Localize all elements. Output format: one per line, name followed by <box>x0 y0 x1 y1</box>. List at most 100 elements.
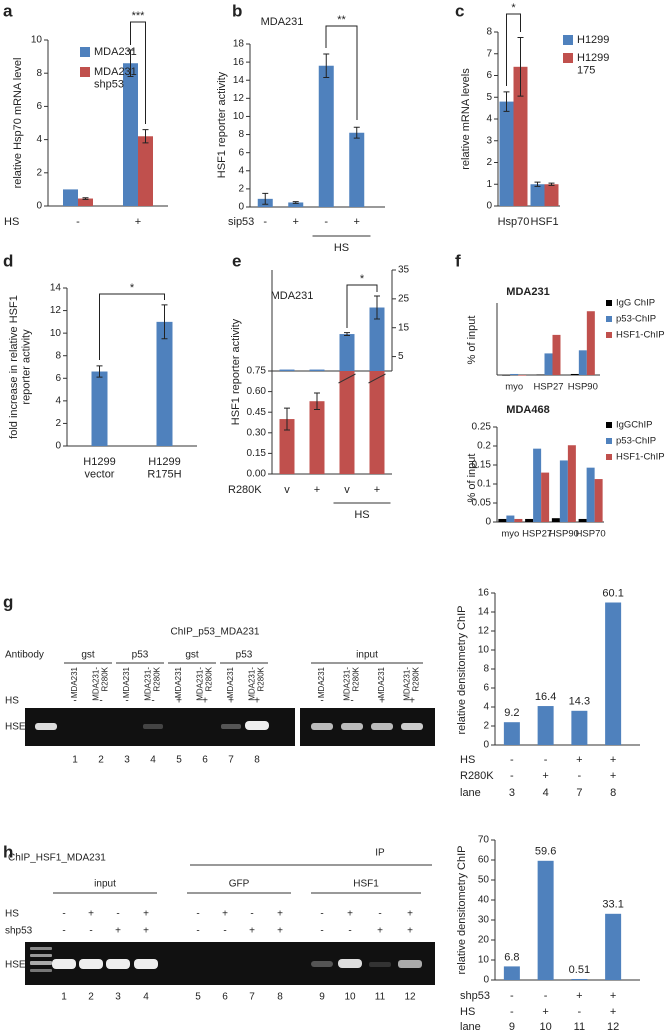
bar <box>156 321 173 446</box>
error-bar <box>314 392 320 410</box>
bar <box>594 479 603 522</box>
x-tick-label: H1299 vector <box>83 456 115 481</box>
x-tick-label: v <box>284 484 290 496</box>
row-value: - <box>196 926 199 937</box>
bar <box>498 518 507 522</box>
row-value: - <box>378 909 381 920</box>
legend-label: p53-ChIP <box>616 436 656 447</box>
lane-number: 3 <box>124 755 130 766</box>
y-axis-label: fold increase in relative HSF1reporter a… <box>8 295 33 439</box>
lane-label: MDA231 <box>317 666 326 698</box>
bar <box>349 132 365 207</box>
bar <box>502 375 511 376</box>
error-bar <box>503 91 510 112</box>
break-mark <box>368 373 386 384</box>
row-value: - <box>320 909 323 920</box>
chart-title: MDA231 <box>261 16 304 28</box>
text-line: MDA231- <box>144 667 153 701</box>
y-tick-label: 2 <box>36 167 42 178</box>
significance-bracket <box>346 284 378 328</box>
row-value: - <box>578 1006 582 1018</box>
row-value: - <box>544 754 548 766</box>
bar <box>530 184 545 206</box>
row-value: - <box>62 926 65 937</box>
bar <box>536 374 545 376</box>
lane-number: 8 <box>277 992 283 1003</box>
x-tick-label: 7 <box>576 787 582 799</box>
y-tick-label: 6 <box>486 70 492 81</box>
bar <box>78 198 93 206</box>
y-tick-label: 3 <box>486 135 492 146</box>
gel-band <box>401 723 423 730</box>
row-value: + <box>222 909 228 920</box>
panel-letter: f <box>455 251 461 270</box>
lane-number: 5 <box>195 992 201 1003</box>
gel-band <box>369 962 391 967</box>
error-bar <box>82 197 89 200</box>
bar <box>541 472 550 522</box>
lane-number: 5 <box>176 755 182 766</box>
value-label: 0.51 <box>569 964 590 976</box>
y-tick-label: 70 <box>478 835 490 846</box>
y-tick-label: 20 <box>478 935 490 946</box>
bar <box>138 136 153 206</box>
row-value: - <box>73 696 76 707</box>
gel-band <box>79 959 103 969</box>
significance-bracket <box>506 13 521 86</box>
bar <box>570 373 579 375</box>
text-line: R175H <box>147 469 181 481</box>
row-value: - <box>320 926 323 937</box>
lane-number: 10 <box>344 992 356 1003</box>
y-tick-label: 4 <box>486 114 492 125</box>
y-tick-label: 14 <box>233 75 245 86</box>
significance-label: * <box>511 2 516 14</box>
lane-number: 2 <box>98 755 104 766</box>
lane-label: MDA231-R280K <box>343 666 361 700</box>
y-tick-label: 4 <box>483 702 489 713</box>
y-tick-label: 8 <box>486 27 492 38</box>
row-value: + <box>407 926 413 937</box>
y-tick-label: 4 <box>238 165 244 176</box>
row-label: R280K <box>460 770 494 782</box>
y-tick-label: 0.45 <box>247 407 267 418</box>
row-value: - <box>223 926 226 937</box>
bar-label: 9.2 <box>504 707 519 719</box>
y-tick-label: 0.30 <box>247 427 267 438</box>
x-tick-label: + <box>293 216 299 228</box>
x-tick-label: + <box>135 216 141 228</box>
band-label: HSE <box>5 960 26 971</box>
y-tick-label: 60 <box>478 855 490 866</box>
row-label: shp53 <box>460 990 490 1002</box>
text-line: R280K <box>205 666 214 691</box>
gel-band <box>221 724 241 729</box>
row-value: - <box>320 696 323 707</box>
x-tick-label: 11 <box>574 1021 585 1033</box>
bar <box>551 518 560 522</box>
text-line: H1299 <box>148 456 180 468</box>
lane-label: MDA231-R280K <box>196 666 214 700</box>
bar <box>578 518 587 522</box>
bar <box>537 860 554 980</box>
row-value: + <box>610 1006 616 1018</box>
row-label: HS <box>460 1006 475 1018</box>
y-tick-label: 0.2 <box>477 441 491 452</box>
y-tick-label: 30 <box>478 915 490 926</box>
lane-label: MDA231 <box>226 666 235 698</box>
row-label: lane <box>460 787 481 799</box>
bar <box>513 66 528 206</box>
chart-title: MDA468 <box>506 404 549 416</box>
y-tick-label: 6 <box>55 373 61 384</box>
error-bar <box>284 407 290 431</box>
bar <box>571 978 588 980</box>
lane-number: 3 <box>115 992 121 1003</box>
x-tick-label: 10 <box>540 1021 552 1033</box>
y-axis-label: HSF1 reporter activity <box>230 318 242 425</box>
panel-letter: d <box>3 251 13 270</box>
significance-label: ** <box>337 14 346 26</box>
gel-band <box>30 954 52 957</box>
panel-letter: c <box>455 1 464 20</box>
y-tick-label: 4 <box>36 134 42 145</box>
row-value: + <box>576 754 582 766</box>
text-line: reporter activity <box>21 329 33 405</box>
bar <box>510 373 519 375</box>
